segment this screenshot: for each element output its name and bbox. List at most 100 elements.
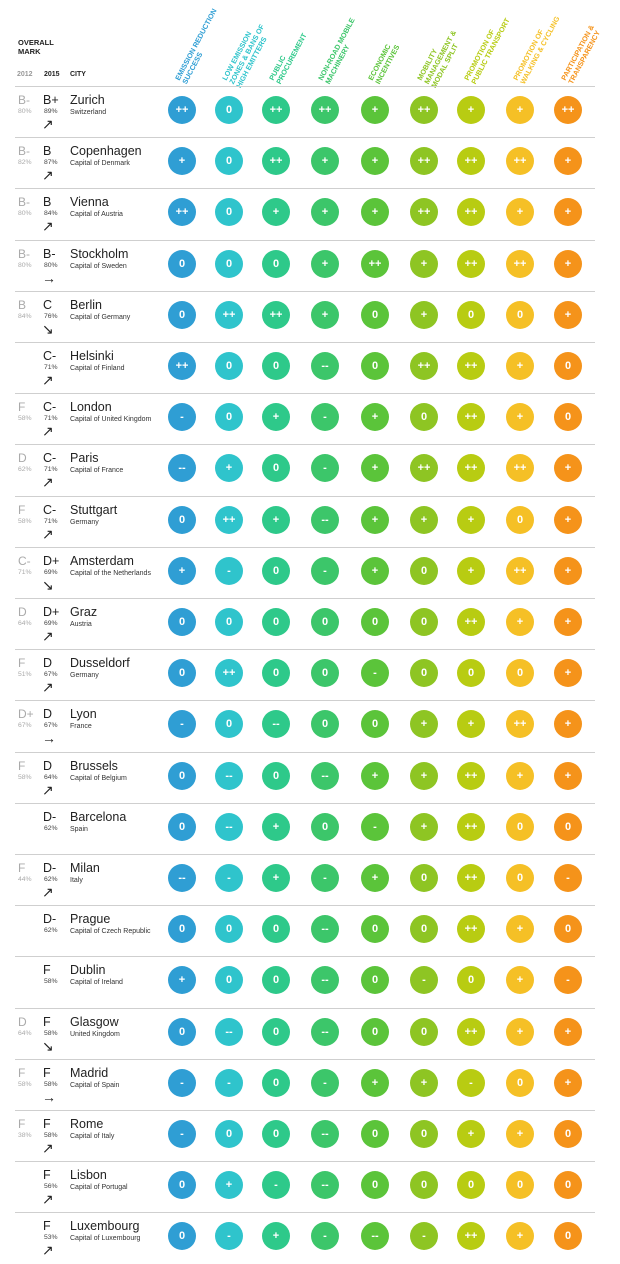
- column-header-8: PARTICIPATION & TRANSPARENCY: [559, 23, 603, 86]
- table-row: F 58% D 64% ↗ Brussels Capital of Belgium 0 -- 0-…: [15, 751, 595, 804]
- city-name: Barcelona: [70, 809, 127, 824]
- grade-2012: F: [18, 758, 26, 773]
- score-circle: 0: [168, 608, 196, 636]
- score-circle: -: [215, 1068, 243, 1097]
- score-circle: 0: [215, 249, 243, 278]
- score-circle: 0: [554, 1222, 582, 1251]
- score-circle: +: [554, 1017, 582, 1046]
- grade-2012: B-: [18, 195, 30, 210]
- score-circle: +: [262, 198, 290, 227]
- city-name: Stockholm: [70, 246, 129, 261]
- grade-2012: D: [18, 605, 27, 619]
- score-circle: 0: [168, 1222, 196, 1251]
- score-circle: 0: [262, 761, 290, 790]
- trend-arrow-icon: →: [42, 269, 56, 286]
- score-circle: ++: [457, 147, 485, 176]
- score-circle: ++: [168, 198, 196, 227]
- city-subtitle: Capital of Germany: [70, 313, 131, 321]
- score-circle: 0: [262, 1120, 290, 1148]
- grade-2012: F: [18, 502, 26, 517]
- table-row: D 64% F 58% ↘ Glasgow United Kingdom 0 -- 0 -- 0 0 ++…: [15, 1007, 595, 1060]
- grade-2012: D: [18, 1014, 27, 1029]
- city-name: Lisbon: [70, 1168, 107, 1183]
- score-circle: 0: [457, 659, 485, 688]
- city-subtitle: United Kingdom: [70, 1030, 120, 1038]
- score-circle: -: [361, 659, 389, 688]
- score-circle: 0: [168, 249, 196, 278]
- percent-2015: 56%: [44, 1183, 58, 1191]
- score-circle: 0: [457, 1171, 485, 1200]
- score-circle: -: [168, 1120, 196, 1148]
- table-row: D- 62% Barcelona Spain 0 -- +0- + ++ 0 0: [15, 802, 595, 855]
- score-circle: +: [361, 505, 389, 534]
- overall-mark-label: OVERALL MARK: [18, 38, 54, 56]
- grade-2015: B: [43, 195, 52, 210]
- score-circle: 0: [262, 352, 290, 380]
- score-circle: 0: [410, 864, 438, 892]
- city-name: Lyon: [70, 707, 97, 722]
- percent-2012: 58%: [18, 415, 32, 423]
- score-circle: +: [168, 147, 196, 176]
- percent-2015: 69%: [44, 568, 58, 576]
- percent-2015: 67%: [44, 671, 58, 679]
- score-circle: ++: [457, 454, 485, 483]
- percent-2012: 58%: [18, 517, 32, 525]
- score-circle: 0: [554, 812, 582, 841]
- city-subtitle: Capital of the Netherlands: [70, 569, 151, 577]
- trend-arrow-icon: ↗: [42, 1191, 54, 1208]
- score-circle: +: [311, 198, 339, 227]
- grade-2015: C-: [43, 502, 57, 517]
- score-circle: +: [262, 812, 290, 841]
- score-circle: 0: [311, 812, 339, 841]
- year-2015-label: 2015: [44, 71, 60, 78]
- score-circle: 0: [215, 1120, 243, 1148]
- city-subtitle: Germany: [70, 672, 99, 680]
- percent-2015: 71%: [44, 466, 58, 474]
- grade-2012: D: [18, 451, 27, 466]
- score-circle: --: [311, 966, 339, 995]
- city-name: London: [70, 400, 112, 415]
- score-circle: 0: [554, 403, 582, 432]
- score-circle: +: [215, 454, 243, 483]
- score-circle: 0: [410, 608, 438, 636]
- percent-2015: 62%: [44, 927, 58, 935]
- city-name: Zurich: [70, 93, 105, 107]
- grade-2012: F: [18, 1117, 26, 1131]
- score-circle: ++: [506, 710, 534, 739]
- city-subtitle: Capital of Finland: [70, 365, 125, 372]
- score-circle: 0: [262, 608, 290, 636]
- grade-2012: F: [18, 861, 26, 875]
- score-circle: 0: [554, 915, 582, 944]
- city-subtitle: Switzerland: [70, 109, 107, 116]
- score-circle: 0: [262, 556, 290, 585]
- score-circle: +: [215, 1171, 243, 1200]
- column-header-5: MOBILITY MANAGEMENT & MODAL SPLIT: [415, 25, 466, 90]
- grade-2015: D: [43, 758, 53, 773]
- percent-2015: 67%: [44, 722, 58, 730]
- trend-arrow-icon: ↘: [42, 1037, 54, 1054]
- city-subtitle: Capital of Czech Republic: [70, 928, 151, 936]
- score-circle: +: [457, 556, 485, 585]
- score-circle: 0: [262, 659, 290, 688]
- score-circle: 0: [410, 659, 438, 688]
- city-name: Graz: [70, 605, 98, 619]
- score-circle: ++: [215, 659, 243, 688]
- score-circle: 0: [262, 915, 290, 944]
- score-circle: 0: [262, 1017, 290, 1046]
- percent-2012: 58%: [18, 1080, 32, 1088]
- score-circle: 0: [168, 915, 196, 944]
- grade-2012: C-: [18, 553, 31, 568]
- table-row: D+ 67% D 67% → Lyon France -0 -- 0 0 + + ++ +: [15, 700, 595, 752]
- city-name: Prague: [70, 912, 111, 927]
- table-row: B- 82% B 87% ↗ Copenhagen Capital of Denmark +0…: [15, 137, 595, 189]
- score-circle: +: [361, 761, 389, 790]
- score-circle: 0: [554, 1120, 582, 1148]
- score-circle: ++: [457, 198, 485, 227]
- score-circle: +: [506, 761, 534, 790]
- city-subtitle: Capital of Ireland: [70, 979, 123, 987]
- percent-2015: 58%: [44, 1080, 58, 1088]
- score-circle: +: [410, 249, 438, 278]
- score-circle: 0: [506, 1068, 534, 1097]
- score-circle: 0: [215, 352, 243, 380]
- grade-2015: D+: [43, 605, 60, 619]
